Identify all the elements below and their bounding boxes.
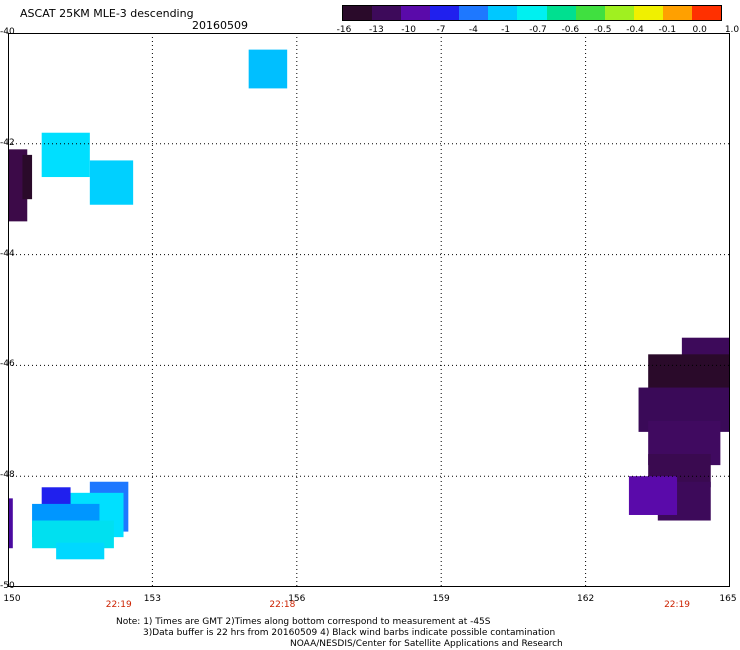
wind-swath-cell [8,498,13,549]
note-line-3: NOAA/NESDIS/Center for Satellite Applica… [290,639,563,649]
note-line-1: Note: 1) Times are GMT 2)Times along bot… [116,617,491,627]
longitude-tick-label: 162 [577,594,595,604]
product-title: ASCAT 25KM MLE-3 descending [20,7,194,20]
latitude-tick-label: -48 [0,470,15,481]
colorbar-label: -13 [368,25,384,35]
longitude-tick-label: 150 [3,594,21,604]
colorbar-label: -0.6 [561,25,580,35]
pass-time-label: 22:19 [664,600,691,610]
colorbar-label: 0.0 [692,25,707,35]
latitude-tick-label: -42 [0,137,15,148]
latitude-tick-label: -40 [0,27,15,37]
map-frame [8,33,730,587]
wind-map [8,33,730,587]
latitude-tick-label: -46 [0,359,15,370]
longitude-tick-label: 165 [719,594,737,604]
colorbar-swatch [575,6,605,20]
colorbar-swatch [691,6,722,20]
pass-time-label: 22:18 [269,600,296,610]
colorbar-swatch [459,6,489,20]
wind-swath-cell [22,154,33,200]
colorbar-swatch [662,6,692,20]
wind-swath-cell [248,49,288,89]
colorbar-swatch [401,6,431,20]
colorbar-label: -1 [501,25,511,35]
colorbar-label: -0.4 [626,25,644,35]
longitude-tick-label: 159 [432,594,450,604]
wind-swath-cell [56,542,105,560]
note-line-2: 3)Data buffer is 22 hrs from 20160509 4)… [143,628,556,638]
longitude-tick-label: 156 [288,594,306,604]
wind-swath-cell [628,476,678,515]
colorbar-labels: -16 -13 -10 -7 -4 -1 -0.7 -0.6 -0.5 -0.4 -0.1 0.0 1.… [330,25,740,37]
colorbar-swatch [546,6,576,20]
colorbar-swatch [633,6,663,20]
wind-swath-cell [89,160,134,205]
colorbar-label: -16 [336,25,352,35]
colorbar-swatch [604,6,634,20]
colorbar-label: -0.5 [593,25,612,35]
colorbar-label: -0.7 [529,25,547,35]
colorbar [342,5,722,21]
colorbar-swatch [343,6,373,20]
pass-time-label: 22:19 [105,600,132,610]
colorbar-label: -10 [401,25,417,35]
colorbar-swatch [517,6,547,20]
colorbar-label: 1.0 [724,25,740,35]
colorbar-swatch [372,6,402,20]
colorbar-label: -4 [468,25,478,35]
colorbar-label: -0.1 [658,25,677,35]
colorbar-swatch [430,6,460,20]
latitude-tick-label: -44 [0,248,15,259]
product-date: 20160509 [192,19,248,32]
longitude-tick-label: 153 [143,594,161,604]
colorbar-swatch [488,6,518,20]
wind-swath-cell [41,132,90,178]
latitude-tick-label: -50 [0,581,15,591]
colorbar-label: -7 [436,25,446,35]
